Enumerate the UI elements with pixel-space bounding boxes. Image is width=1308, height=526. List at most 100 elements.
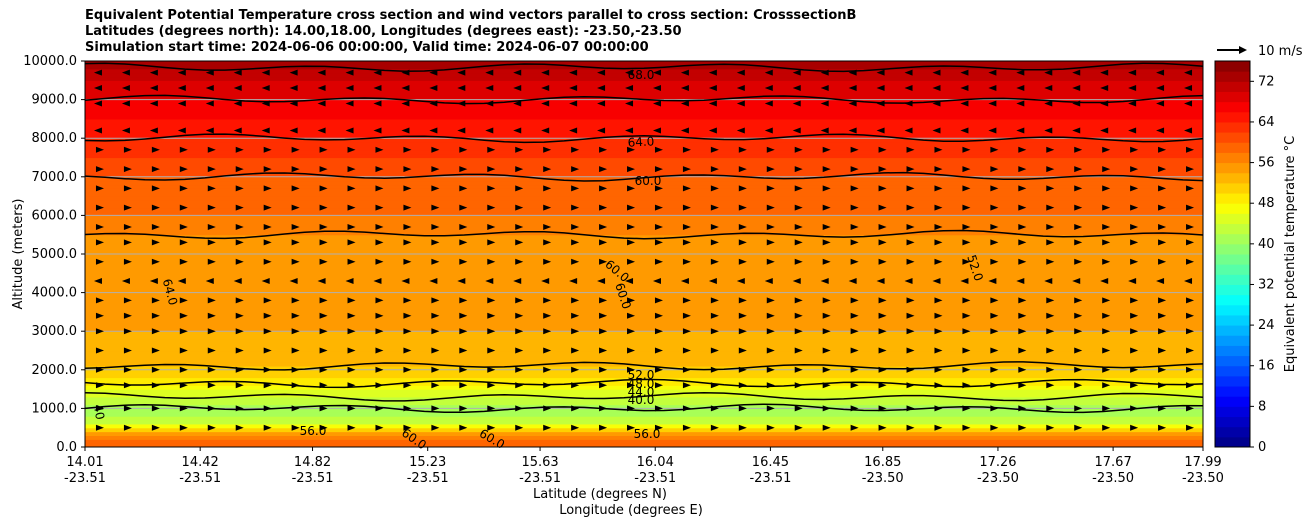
wind-vector-arrow [541,85,550,92]
theta-e-band [85,126,1203,132]
wind-vector-arrow [1186,347,1195,354]
wind-vector-arrow [906,297,915,304]
wind-vector-arrow [1074,297,1083,304]
theta-e-band [85,342,1203,348]
theta-e-band [85,76,1203,81]
wind-vector-arrow [990,204,999,211]
wind-vector-arrow [599,258,608,265]
wind-vector-arrow [263,258,272,265]
wind-vector-arrow [934,297,943,304]
wind-vector-arrow [738,382,747,389]
wind-vector-arrow [625,85,634,92]
wind-vector-arrow [794,312,803,319]
wind-vector-arrow [597,85,606,92]
wind-vector-arrow [1130,239,1139,246]
wind-vector-arrow [599,347,608,354]
wind-vector-arrow [149,85,158,92]
wind-vector-arrow [151,258,160,265]
wind-vector-arrow [375,366,384,373]
wind-vector-arrow [515,328,524,335]
wind-vector-arrow [906,239,915,246]
wind-vector-arrow [625,69,634,76]
wind-vector-arrow [1130,405,1139,412]
wind-vector-arrow [1044,127,1053,134]
wind-vector-arrow [764,69,773,76]
theta-e-band [85,149,1203,155]
wind-vector-arrow [429,278,438,285]
wind-vector-arrow [850,146,859,153]
colorbar-label: Equivalent potential temperature °C [1283,136,1298,372]
wind-vector-arrow [710,258,719,265]
wind-vector-arrow [932,69,941,76]
wind-vector-arrow [680,85,689,92]
wind-vector-arrow [375,223,384,230]
wind-vector-arrow [1186,297,1195,304]
wind-vector-arrow [988,127,997,134]
wind-vector-arrow [235,328,244,335]
x-tick-label-lon: -23.50 [862,471,904,486]
colorbar [1215,61,1250,448]
wind-vector-arrow [1186,424,1195,431]
wind-vector-arrow [1072,100,1081,107]
wind-vector-arrow [1156,278,1165,285]
wind-vector-arrow [179,424,188,431]
wind-vector-arrow [904,100,913,107]
colorbar-segment [1215,304,1250,316]
contour-40.0 [85,403,1203,414]
theta-e-band [85,134,1203,139]
wind-vector-arrow [123,223,132,230]
theta-e-band [85,238,1203,244]
wind-vector-arrow [459,312,468,319]
wind-vector-arrow [1018,312,1027,319]
wind-vector-arrow [179,312,188,319]
wind-vector-arrow [904,278,913,285]
theta-e-band [85,111,1203,116]
wind-vector-arrow [487,328,496,335]
wind-vector-arrow [876,100,885,107]
x-tick-label-lon: -23.51 [292,471,334,486]
wind-vector-arrow [95,424,104,431]
colorbar-segment [1215,61,1250,72]
wind-vector-arrow [822,166,831,173]
wind-vector-arrow [1074,258,1083,265]
wind-vector-arrow [682,258,691,265]
theta-e-band [85,211,1203,216]
wind-vector-arrow [207,382,216,389]
wind-vector-arrow [962,185,971,192]
wind-vector-arrow [317,278,326,285]
wind-vector-arrow [599,239,608,246]
wind-vector-arrow [375,382,384,389]
wind-vector-arrow [627,258,636,265]
theta-e-band [85,311,1203,317]
wind-vector-arrow [962,166,971,173]
wind-vector-arrow [654,185,663,192]
wind-vector-arrow [1128,127,1137,134]
theta-e-band [85,315,1203,321]
theta-e-band [85,169,1203,174]
theta-e-band [85,281,1203,286]
wind-vector-arrow [263,239,272,246]
wind-vector-arrow [599,146,608,153]
wind-vector-arrow [1130,366,1139,373]
wind-vector-arrow [1186,166,1195,173]
wind-vector-arrow [710,146,719,153]
wind-vector-arrow [1102,328,1111,335]
wind-vector-arrow [515,297,524,304]
wind-vector-arrow [291,405,300,412]
wind-vector-arrow [515,223,524,230]
wind-vector-arrow [457,100,466,107]
wind-vector-arrow [710,166,719,173]
wind-vector-arrow [207,312,216,319]
wind-vector-arrow [431,223,440,230]
wind-vector-arrow [541,100,550,107]
contour-label-40-low: 40.0 [628,393,655,407]
wind-vector-arrow [485,127,494,134]
theta-e-band [85,107,1203,112]
wind-vector-arrow [207,146,216,153]
wind-vector-arrow [345,100,354,107]
wind-vector-arrow [515,166,524,173]
wind-vector-arrow [373,278,382,285]
wind-vector-arrow [990,146,999,153]
wind-vector-arrow [569,127,578,134]
wind-vector-arrow [820,127,829,134]
